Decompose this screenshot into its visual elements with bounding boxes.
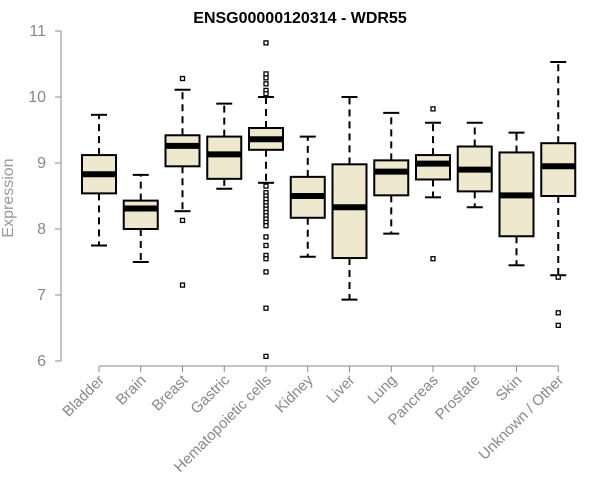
outlier-point — [263, 242, 269, 249]
outlier-point — [263, 256, 269, 262]
box-series — [81, 40, 577, 360]
x-tick-label: Prostate — [432, 372, 484, 424]
outlier-point — [179, 282, 186, 288]
outlier-point — [555, 322, 561, 329]
box-9 — [456, 121, 493, 209]
y-tick-label: 9 — [37, 155, 46, 172]
box-1 — [122, 173, 159, 263]
outlier-point — [430, 106, 436, 112]
y-tick-label: 11 — [29, 23, 46, 40]
outlier-point — [430, 256, 436, 262]
outlier-point — [555, 310, 561, 316]
x-tick-label: Brain — [113, 372, 150, 409]
box-8 — [415, 106, 451, 262]
box-rect — [206, 135, 243, 180]
outlier-point — [179, 75, 186, 82]
outlier-point — [263, 183, 269, 189]
box-rect — [540, 142, 577, 197]
box-11 — [540, 61, 577, 329]
box-6 — [331, 96, 368, 301]
x-tick-label: Lung — [364, 372, 400, 408]
outlier-point — [263, 81, 269, 87]
outlier-point — [263, 234, 269, 240]
x-tick-label: Skin — [493, 372, 526, 405]
box-3 — [206, 102, 243, 190]
chart-title: ENSG00000120314 - WDR55 — [193, 10, 407, 27]
y-tick-label: 6 — [37, 353, 46, 370]
x-tick-label: Bladder — [59, 372, 108, 421]
y-tick-label: 10 — [28, 89, 46, 106]
x-tick-label: Liver — [323, 372, 358, 407]
outlier-point — [263, 223, 269, 229]
box-rect — [164, 134, 201, 168]
box-rect — [331, 163, 368, 260]
box-5 — [289, 135, 326, 258]
y-tick-label: 7 — [37, 287, 46, 304]
outlier-point — [263, 305, 269, 311]
y-axis: 6 7 8 9 10 11 — [28, 23, 62, 370]
outlier-point — [263, 40, 269, 46]
box-rect — [373, 159, 410, 197]
box-7 — [373, 111, 410, 235]
outlier-point — [263, 91, 269, 97]
y-tick-label: 8 — [37, 221, 46, 238]
outlier-point — [555, 274, 561, 280]
outlier-point — [263, 353, 269, 360]
y-axis-title: Expression — [0, 158, 17, 237]
x-tick-label: Kidney — [272, 371, 317, 416]
outlier-point — [263, 75, 269, 81]
box-2 — [164, 75, 201, 288]
x-tick-label: Breast — [149, 371, 192, 414]
outlier-point — [179, 217, 186, 224]
box-rect — [122, 199, 159, 230]
outlier-point — [263, 269, 269, 275]
box-4 — [248, 40, 284, 360]
box-rect — [415, 154, 451, 181]
box-0 — [81, 113, 117, 247]
box-10 — [498, 131, 535, 267]
